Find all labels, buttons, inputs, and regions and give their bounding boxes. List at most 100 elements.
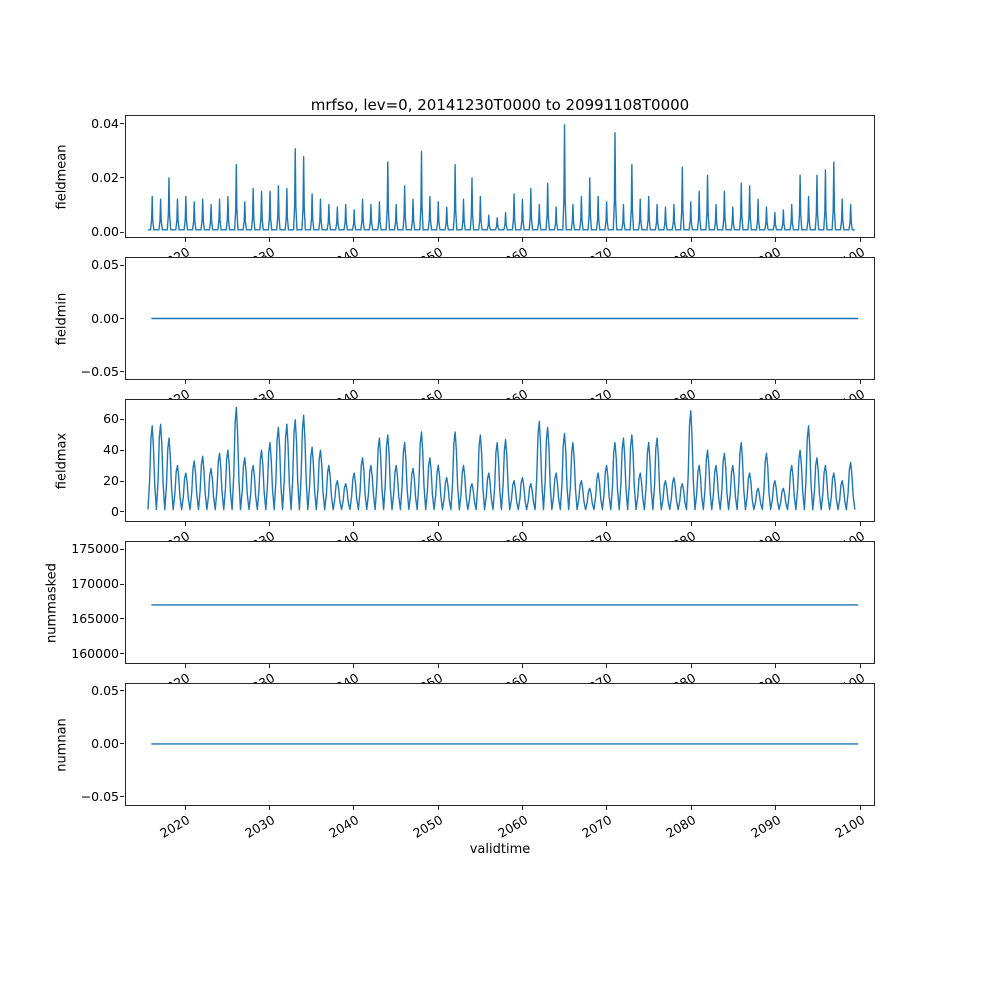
plot-area-fieldmax	[125, 399, 875, 522]
y-tick-mark	[120, 583, 124, 585]
y-tick-mark	[120, 177, 124, 179]
x-tick-label: 2100	[832, 812, 868, 841]
line-series-fieldmin	[151, 317, 859, 320]
y-tick-label: 160000	[71, 645, 119, 661]
subplot-fieldmean: fieldmean 0.000.020.04202020302040205020…	[0, 115, 1000, 273]
subplot-nummasked: nummasked 160000165000170000175000202020…	[0, 541, 1000, 699]
x-tick-mark	[522, 664, 523, 668]
y-tick-label: 0.00	[91, 735, 119, 751]
x-tick-mark	[437, 238, 439, 242]
x-tick-label: 2060	[494, 812, 530, 841]
line-series-nummasked	[151, 604, 859, 606]
y-tick-label: 165000	[71, 610, 119, 626]
subplot-fieldmax: fieldmax 0204060202020302040205020602070…	[0, 399, 1000, 557]
x-tick-mark	[353, 806, 355, 810]
x-tick-mark	[268, 380, 270, 384]
y-tick-mark	[120, 418, 124, 420]
x-tick-mark	[690, 806, 692, 810]
plot-area-fieldmean	[125, 115, 875, 238]
y-tick-label: 0.05	[91, 257, 119, 273]
y-tick-mark	[120, 231, 124, 233]
x-tick-mark	[184, 522, 186, 526]
x-tick-mark	[606, 522, 608, 526]
x-tick-mark	[859, 380, 861, 384]
y-tick-mark	[120, 123, 124, 125]
x-tick-label: 2040	[326, 812, 362, 841]
x-tick-mark	[268, 806, 270, 810]
y-tick-label: 0.05	[91, 682, 119, 698]
x-tick-mark	[353, 664, 355, 668]
x-tick-mark	[690, 664, 692, 668]
line-series-fieldmean	[147, 124, 855, 231]
y-tick-label: 60	[103, 411, 119, 427]
plot-area-nummasked	[125, 541, 875, 664]
x-tick-mark	[437, 806, 439, 810]
y-tick-label: −0.05	[80, 363, 119, 379]
x-tick-mark	[859, 664, 861, 668]
y-axis-label-fieldmean: fieldmean	[54, 144, 70, 209]
y-tick-label: 170000	[71, 576, 119, 592]
line-series-fieldmax	[147, 406, 856, 511]
y-axis-label-numnan: numnan	[54, 717, 70, 772]
x-tick-mark	[606, 806, 608, 810]
y-tick-label: 0.00	[91, 310, 119, 326]
x-tick-mark	[184, 806, 186, 810]
x-tick-mark	[522, 238, 523, 242]
x-tick-label: 2070	[579, 812, 615, 841]
x-tick-mark	[268, 238, 270, 242]
x-tick-label: 2050	[410, 812, 446, 841]
x-tick-mark	[859, 522, 861, 526]
x-tick-mark	[775, 522, 777, 526]
x-tick-mark	[184, 238, 186, 242]
x-tick-mark	[859, 806, 861, 810]
x-tick-label: 2080	[663, 812, 699, 841]
x-tick-mark	[437, 380, 439, 384]
y-tick-label: 40	[103, 442, 119, 458]
x-tick-mark	[606, 238, 608, 242]
x-tick-mark	[690, 522, 692, 526]
x-tick-mark	[775, 238, 777, 242]
y-axis-label-fieldmax: fieldmax	[54, 432, 70, 489]
chart-title: mrfso, lev=0, 20141230T0000 to 20991108T…	[310, 96, 690, 114]
y-tick-mark	[120, 548, 124, 550]
x-tick-mark	[606, 664, 608, 668]
x-tick-mark	[690, 238, 692, 242]
x-tick-mark	[522, 806, 523, 810]
x-tick-label: 2030	[241, 812, 277, 841]
plot-area-numnan	[125, 683, 875, 806]
x-tick-mark	[437, 522, 439, 526]
y-tick-mark	[120, 796, 124, 798]
x-tick-mark	[859, 238, 861, 242]
y-tick-label: −0.05	[80, 788, 119, 804]
x-tick-mark	[690, 380, 692, 384]
x-tick-mark	[353, 238, 355, 242]
y-tick-mark	[120, 480, 124, 482]
x-tick-mark	[184, 664, 186, 668]
x-axis-label: validtime	[469, 842, 531, 857]
x-tick-mark	[522, 380, 523, 384]
y-tick-mark	[120, 318, 124, 319]
subplot-numnan: numnan −0.05 0.00 0.05 2020 2030 2040 2050 2060…	[0, 682, 1000, 841]
x-tick-label: 2020	[157, 812, 193, 841]
x-tick-mark	[775, 380, 777, 384]
x-tick-label: 2090	[748, 812, 784, 841]
x-tick-mark	[437, 664, 439, 668]
y-tick-label: 175000	[71, 541, 119, 557]
y-axis-label-fieldmin: fieldmin	[54, 292, 70, 345]
x-tick-mark	[268, 664, 270, 668]
y-tick-label: 0.02	[91, 169, 119, 185]
x-tick-mark	[775, 806, 777, 810]
y-tick-label: 20	[103, 473, 119, 488]
x-tick-mark	[775, 664, 777, 668]
y-tick-mark	[120, 371, 124, 373]
x-tick-mark	[268, 522, 270, 526]
y-tick-label: 0.00	[91, 224, 119, 240]
x-tick-mark	[606, 380, 608, 384]
y-tick-mark	[120, 618, 124, 620]
x-tick-mark	[353, 380, 355, 384]
y-tick-mark	[120, 264, 124, 266]
y-tick-mark	[120, 511, 124, 513]
line-series-numnan	[151, 743, 859, 745]
x-tick-mark	[184, 380, 186, 384]
y-tick-mark	[120, 653, 124, 655]
